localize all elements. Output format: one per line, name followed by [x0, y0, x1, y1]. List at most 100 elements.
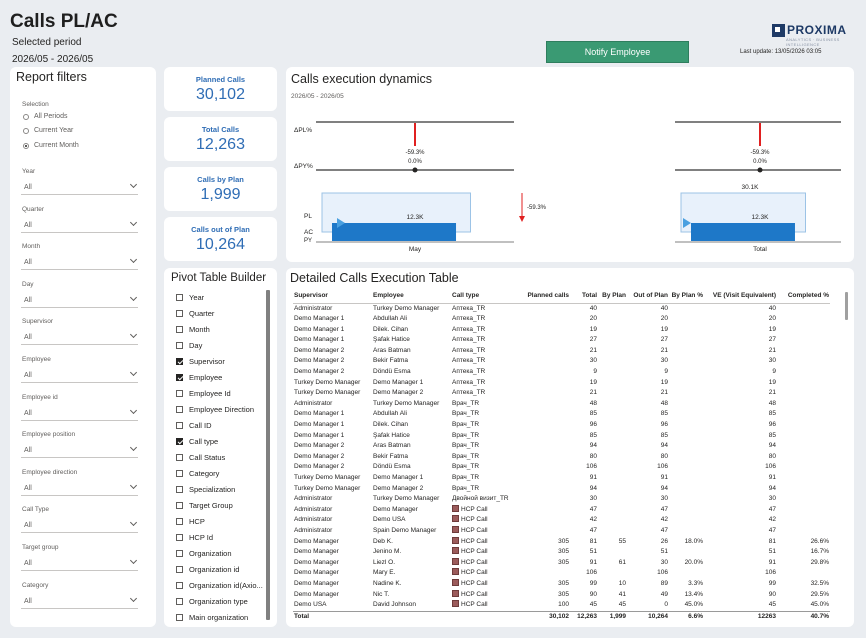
filter-dropdown-employee-position[interactable]: All — [21, 442, 138, 459]
pivot-item-organization-id-axio-[interactable]: Organization id(Axio... — [176, 581, 263, 590]
filter-dropdown-call-type[interactable]: All — [21, 517, 138, 534]
pivot-item-organization-id[interactable]: Organization id — [176, 565, 239, 574]
table-row[interactable]: Demo Manager 1 Abdullah Ali Врач_TR 85 85 85 — [293, 409, 830, 420]
radio-circle-icon[interactable] — [23, 113, 29, 120]
notify-employee-button[interactable]: Notify Employee — [546, 41, 689, 63]
radio-current-year[interactable]: Current Year — [23, 127, 73, 134]
filter-dropdown-supervisor[interactable]: All — [21, 329, 138, 346]
checkbox-icon[interactable] — [176, 534, 183, 541]
filter-dropdown-year[interactable]: All — [21, 179, 138, 195]
pivot-item-category[interactable]: Category — [176, 469, 219, 478]
table-row[interactable]: Administrator Spain Demo Manager HCP Call 4… — [293, 525, 830, 537]
calls-execution-chart[interactable]: ΔPL% ΔPY% PL AC PY -59.3% 0.0% 12.3K May -59.3% -5… — [286, 67, 854, 262]
checkbox-icon[interactable] — [176, 438, 183, 445]
table-row[interactable]: Demo Manager 1 Şafak Hatice Врач_TR 85 85 85 — [293, 431, 830, 442]
column-header[interactable]: Call type — [451, 289, 518, 304]
table-row[interactable]: Demo Manager 2 Bekir Fatma Аптека_TR 30 30 30 — [293, 356, 830, 367]
checkbox-icon[interactable] — [176, 342, 183, 349]
checkbox-icon[interactable] — [176, 582, 183, 589]
column-header[interactable]: Out of Plan — [627, 289, 669, 304]
table-row[interactable]: Demo Manager Deb K. HCP Call 305 81 55 26 18.0%… — [293, 536, 830, 548]
table-row[interactable]: Demo Manager Mary E. HCP Call 106 106 106 — [293, 568, 830, 579]
table-row[interactable]: Demo Manager 2 Aras Batman Врач_TR 94 94 94 — [293, 441, 830, 452]
checkbox-icon[interactable] — [176, 566, 183, 573]
checkbox-icon[interactable] — [176, 502, 183, 509]
pivot-item-specialization[interactable]: Specialization — [176, 485, 235, 494]
table-row[interactable]: Demo Manager 2 Aras Batman Аптека_TR 21 21 21 — [293, 346, 830, 357]
table-row[interactable]: Turkey Demo Manager Demo Manager 1 Аптека_… — [293, 378, 830, 389]
table-row[interactable]: Turkey Demo Manager Demo Manager 2 Аптека_… — [293, 388, 830, 399]
table-row[interactable]: Demo Manager Nic T. HCP Call 305 90 41 49 13.4%… — [293, 589, 830, 601]
column-header[interactable]: Employee — [372, 289, 451, 304]
pivot-item-call-status[interactable]: Call Status — [176, 453, 225, 462]
checkbox-icon[interactable] — [176, 294, 183, 301]
table-row[interactable]: Administrator Turkey Demo Manager Аптека_T… — [293, 303, 830, 314]
filter-dropdown-month[interactable]: All — [21, 254, 138, 271]
filter-dropdown-target-group[interactable]: All — [21, 555, 138, 571]
column-header[interactable]: By Plan — [598, 289, 627, 304]
pivot-item-organization[interactable]: Organization — [176, 549, 232, 558]
table-row[interactable]: Demo Manager 1 Dilek. Cihan Аптека_TR 19 19 1… — [293, 325, 830, 336]
checkbox-icon[interactable] — [176, 310, 183, 317]
pivot-item-employee-id[interactable]: Employee Id — [176, 389, 231, 398]
pivot-item-organization-type[interactable]: Organization type — [176, 597, 248, 606]
pivot-item-employee-direction[interactable]: Employee Direction — [176, 405, 254, 414]
column-header[interactable]: Completed % — [777, 289, 830, 304]
checkbox-icon[interactable] — [176, 358, 183, 365]
table-row[interactable]: Administrator Turkey Demo Manager Врач_TR 4… — [293, 399, 830, 410]
table-row[interactable]: Turkey Demo Manager Demo Manager 2 Врач_TR… — [293, 484, 830, 495]
table-row[interactable]: Demo Manager 1 Abdullah Ali Аптека_TR 20 20 2… — [293, 314, 830, 325]
column-header[interactable]: Total — [570, 289, 598, 304]
table-row[interactable]: Demo Manager 2 Döndü Esma Врач_TR 106 106 106 — [293, 462, 830, 473]
pivot-item-quarter[interactable]: Quarter — [176, 309, 214, 318]
pivot-item-call-type[interactable]: Call type — [176, 437, 218, 446]
pivot-item-target-group[interactable]: Target Group — [176, 501, 233, 510]
table-scrollbar[interactable] — [845, 292, 848, 320]
pivot-scrollbar[interactable] — [266, 290, 270, 620]
table-row[interactable]: Demo Manager 1 Dilek. Cihan Врач_TR 96 96 96 — [293, 420, 830, 431]
checkbox-icon[interactable] — [176, 390, 183, 397]
table-row[interactable]: Demo USA David Johnson HCP Call 100 45 45 0 45.… — [293, 600, 830, 611]
column-header[interactable]: Supervisor — [293, 289, 372, 304]
checkbox-icon[interactable] — [176, 326, 183, 333]
table-row[interactable]: Demo Manager Jenino M. HCP Call 305 51 51 51 16… — [293, 547, 830, 558]
filter-dropdown-employee-id[interactable]: All — [21, 405, 138, 421]
pivot-item-hcp-id[interactable]: HCP Id — [176, 533, 213, 542]
checkbox-icon[interactable] — [176, 486, 183, 493]
filter-dropdown-category[interactable]: All — [21, 593, 138, 609]
checkbox-icon[interactable] — [176, 406, 183, 413]
filter-dropdown-employee-direction[interactable]: All — [21, 480, 138, 496]
pivot-item-employee[interactable]: Employee — [176, 373, 222, 382]
pivot-item-month[interactable]: Month — [176, 325, 210, 334]
column-header[interactable]: VE (Visit Equivalent) — [704, 289, 777, 304]
filter-dropdown-employee[interactable]: All — [21, 367, 138, 383]
checkbox-icon[interactable] — [176, 598, 183, 605]
checkbox-icon[interactable] — [176, 374, 183, 381]
table-row[interactable]: Demo Manager 1 Şafak Hatice Аптека_TR 27 27 2… — [293, 335, 830, 346]
radio-circle-icon[interactable] — [23, 142, 29, 149]
radio-all-periods[interactable]: All Periods — [23, 113, 67, 120]
checkbox-icon[interactable] — [176, 518, 183, 525]
checkbox-icon[interactable] — [176, 470, 183, 477]
table-row[interactable]: Demo Manager 2 Bekir Fatma Врач_TR 80 80 80 — [293, 452, 830, 463]
table-row[interactable]: Administrator Turkey Demo Manager Двойной … — [293, 494, 830, 505]
checkbox-icon[interactable] — [176, 422, 183, 429]
table-row[interactable]: Demo Manager 2 Döndü Esma Аптека_TR 9 9 9 — [293, 367, 830, 378]
pivot-item-supervisor[interactable]: Supervisor — [176, 357, 225, 366]
radio-current-month[interactable]: Current Month — [23, 142, 79, 149]
pivot-item-call-id[interactable]: Call ID — [176, 421, 212, 430]
table-row[interactable]: Demo Manager Nadine K. HCP Call 305 99 10 89 3.… — [293, 578, 830, 590]
pivot-item-year[interactable]: Year — [176, 293, 204, 302]
table-row[interactable]: Administrator Demo Manager HCP Call 47 47 47 — [293, 504, 830, 516]
pivot-item-hcp[interactable]: HCP — [176, 517, 205, 526]
pivot-item-day[interactable]: Day — [176, 341, 202, 350]
filter-dropdown-day[interactable]: All — [21, 292, 138, 308]
column-header[interactable]: By Plan % — [669, 289, 704, 304]
table-row[interactable]: Administrator Demo USA HCP Call 42 42 42 — [293, 515, 830, 526]
table-row[interactable]: Turkey Demo Manager Demo Manager 1 Врач_TR… — [293, 473, 830, 484]
filter-dropdown-quarter[interactable]: All — [21, 217, 138, 233]
checkbox-icon[interactable] — [176, 454, 183, 461]
table-row[interactable]: Demo Manager Liezl O. HCP Call 305 91 61 30 20.… — [293, 557, 830, 569]
checkbox-icon[interactable] — [176, 614, 183, 621]
radio-circle-icon[interactable] — [23, 127, 29, 134]
